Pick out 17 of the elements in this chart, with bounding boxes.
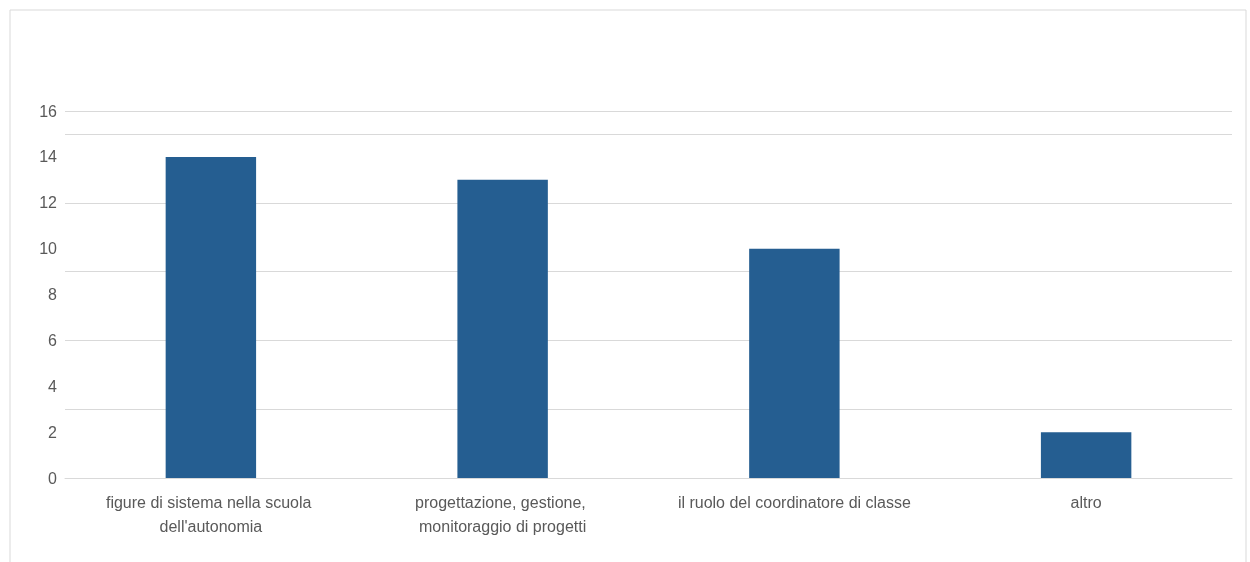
y-tick-label: 12 — [39, 194, 58, 212]
y-tick-label: 6 — [48, 331, 58, 349]
bar — [749, 248, 840, 478]
bar — [457, 179, 548, 478]
y-tick-label: 16 — [39, 102, 58, 120]
x-tick-label: altro — [1070, 493, 1102, 511]
y-tick-label: 4 — [48, 377, 58, 395]
x-tick-label: il ruolo del coordinatore di classe — [677, 493, 911, 511]
y-tick-label: 2 — [48, 423, 58, 441]
y-tick-label: 0 — [48, 469, 58, 487]
y-tick-label: 14 — [39, 148, 58, 166]
bar — [1040, 432, 1132, 478]
bar — [165, 156, 257, 478]
x-tick-label: progettazione, gestione, monitoraggio di progetti — [415, 493, 591, 535]
y-tick-label: 10 — [39, 240, 58, 258]
x-tick-label: figure di sistema nella scuola dell'autonomia — [105, 493, 316, 535]
y-tick-label: 8 — [48, 286, 58, 303]
